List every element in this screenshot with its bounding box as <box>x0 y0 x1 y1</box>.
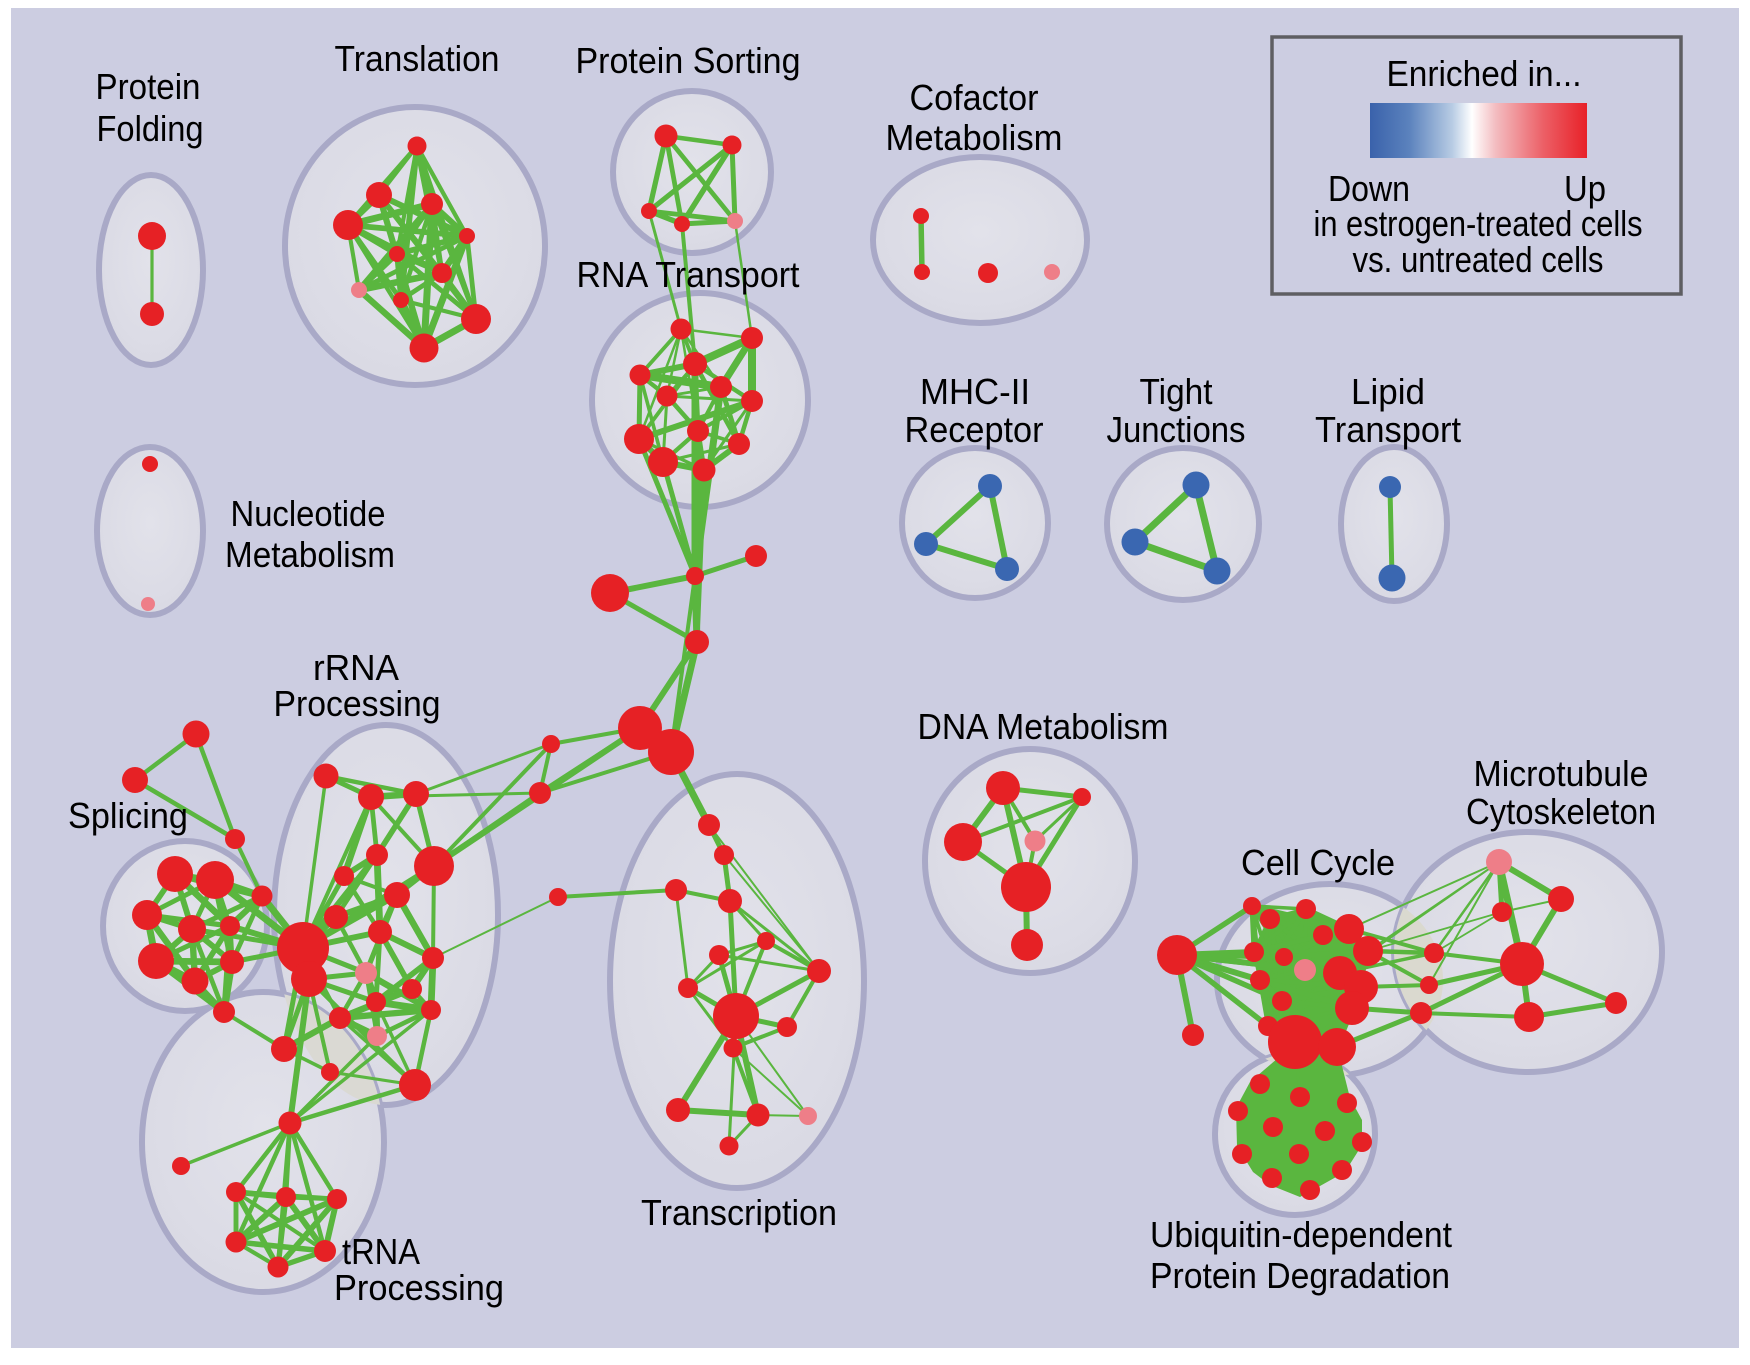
svg-text:Microtubule: Microtubule <box>1474 753 1649 794</box>
svg-text:DNA Metabolism: DNA Metabolism <box>918 706 1169 747</box>
svg-text:Protein Sorting: Protein Sorting <box>576 40 801 81</box>
svg-text:Processing: Processing <box>274 683 441 724</box>
svg-text:tRNA: tRNA <box>342 1231 420 1272</box>
svg-text:Splicing: Splicing <box>68 795 188 836</box>
svg-text:Folding: Folding <box>97 108 204 149</box>
svg-text:MHC-II: MHC-II <box>920 371 1030 412</box>
svg-text:Protein Degradation: Protein Degradation <box>1150 1255 1450 1296</box>
svg-text:Protein: Protein <box>96 66 201 107</box>
svg-text:Up: Up <box>1564 168 1606 209</box>
svg-text:Processing: Processing <box>334 1267 504 1308</box>
svg-text:Metabolism: Metabolism <box>886 117 1063 158</box>
svg-text:Cofactor: Cofactor <box>910 77 1039 118</box>
svg-text:Ubiquitin-dependent: Ubiquitin-dependent <box>1150 1214 1452 1255</box>
svg-text:rRNA: rRNA <box>313 647 399 688</box>
svg-text:Metabolism: Metabolism <box>225 534 395 575</box>
svg-text:Lipid: Lipid <box>1351 371 1425 412</box>
svg-text:Nucleotide: Nucleotide <box>231 493 386 534</box>
svg-text:Cytoskeleton: Cytoskeleton <box>1466 791 1656 832</box>
svg-text:Junctions: Junctions <box>1107 409 1246 450</box>
svg-text:RNA Transport: RNA Transport <box>577 254 800 295</box>
svg-text:Transcription: Transcription <box>641 1192 837 1233</box>
svg-text:Tight: Tight <box>1140 371 1213 412</box>
svg-text:Transport: Transport <box>1315 409 1461 450</box>
svg-text:Down: Down <box>1328 168 1410 209</box>
svg-text:vs. untreated cells: vs. untreated cells <box>1353 239 1604 280</box>
svg-text:Cell Cycle: Cell Cycle <box>1241 842 1395 883</box>
svg-text:Translation: Translation <box>335 38 500 79</box>
svg-text:in estrogen-treated cells: in estrogen-treated cells <box>1314 203 1643 244</box>
svg-text:Enriched in...: Enriched in... <box>1387 53 1582 94</box>
svg-text:Receptor: Receptor <box>905 409 1044 450</box>
